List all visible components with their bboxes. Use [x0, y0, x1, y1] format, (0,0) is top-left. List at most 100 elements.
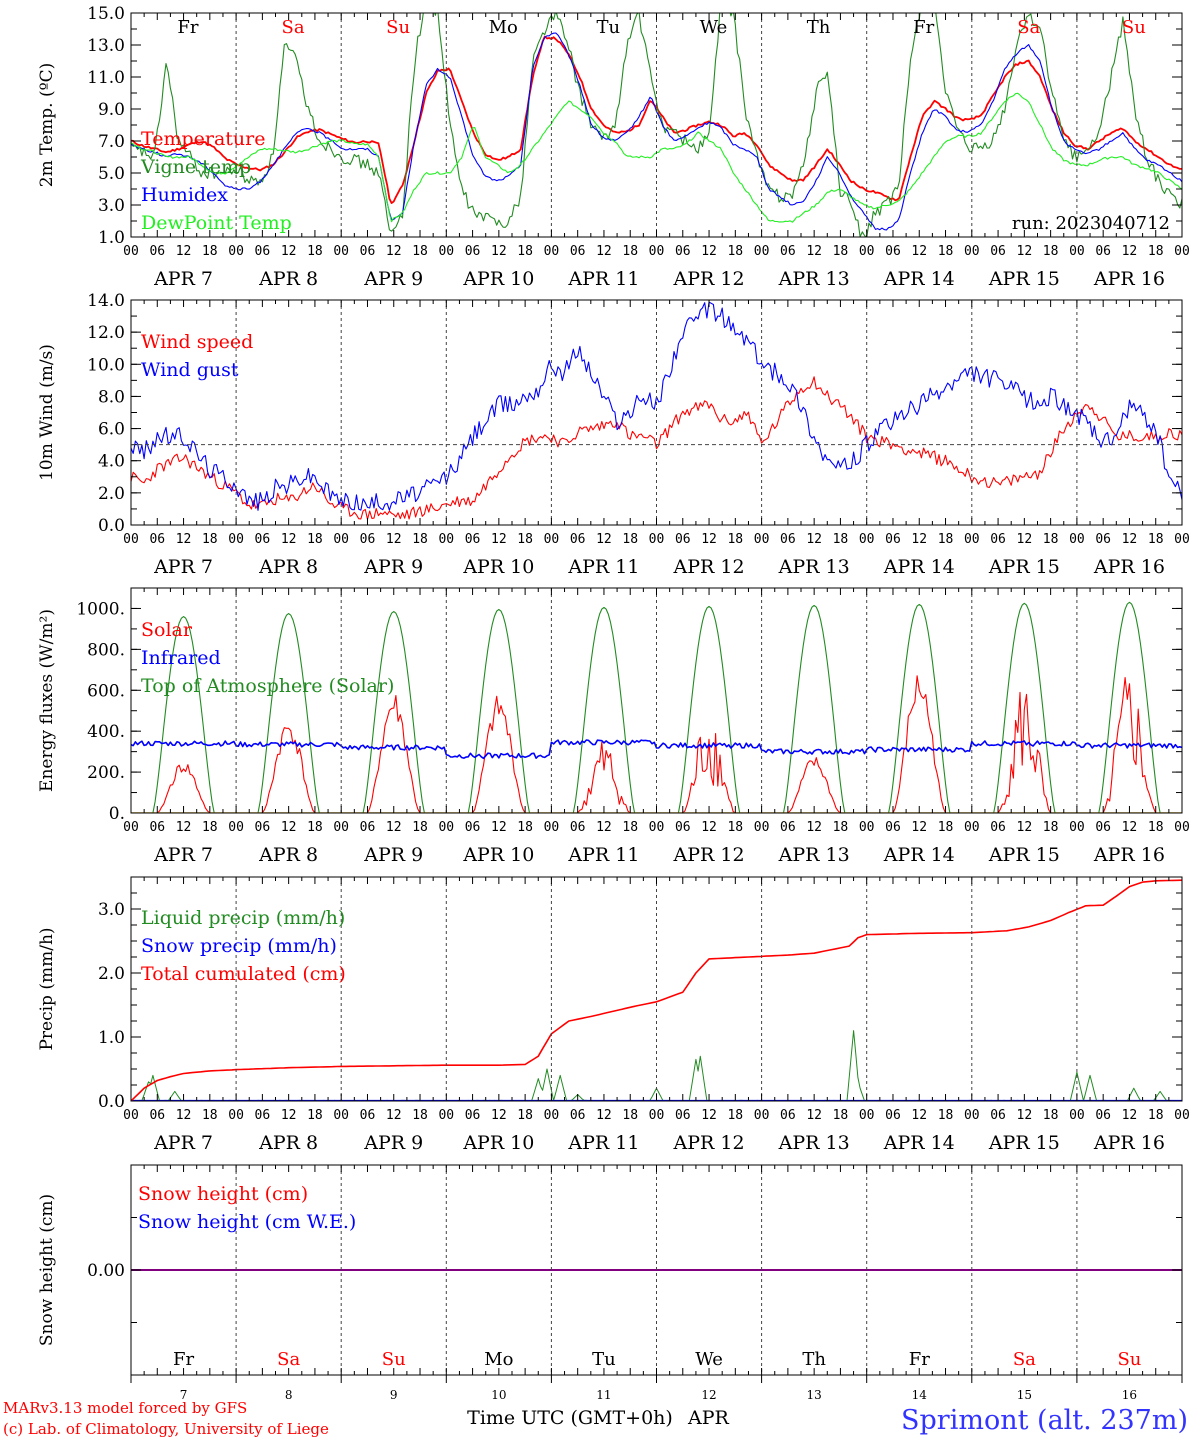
x-hour-label: 00	[1069, 532, 1085, 547]
x-hour-label: 18	[1148, 532, 1164, 547]
x-date-label: APR 16	[1093, 556, 1165, 578]
x-hour-label: 18	[517, 244, 533, 259]
x-hour-label: 06	[465, 1108, 481, 1123]
x-hour-label: 00	[123, 820, 139, 835]
x-date-label: APR 9	[363, 556, 423, 578]
day-of-week-label: Su	[1122, 17, 1146, 38]
x-hour-label: 00	[1069, 1108, 1085, 1123]
x-hour-label: 18	[833, 1108, 849, 1123]
x-date-label: APR 8	[258, 556, 318, 578]
x-hour-label: 06	[465, 244, 481, 259]
x-hour-label: 12	[806, 1108, 822, 1123]
x-hour-label: 18	[412, 1108, 428, 1123]
y-tick-label: 1000.	[76, 599, 125, 619]
x-hour-label: 12	[491, 532, 507, 547]
x-hour-label: 12	[176, 244, 192, 259]
day-of-week-label: Sa	[1013, 1349, 1036, 1370]
day-of-week-label: Mo	[484, 1349, 513, 1370]
x-hour-label: 12	[1122, 820, 1138, 835]
x-hour-label: 00	[754, 1108, 770, 1123]
x-date-label: APR 11	[567, 1132, 639, 1154]
x-date-label: APR 16	[1093, 268, 1165, 290]
x-hour-label: 18	[412, 532, 428, 547]
y-tick-label: 9.0	[98, 100, 125, 120]
x-hour-label: 12	[596, 1108, 612, 1123]
x-hour-label: 18	[1043, 1108, 1059, 1123]
run-label: run: 2023040712	[1012, 213, 1170, 234]
x-hour-label: 18	[1043, 820, 1059, 835]
y-tick-label: 13.0	[87, 36, 125, 56]
day-of-week-label: Fr	[913, 17, 934, 38]
x-hour-label: 12	[911, 244, 927, 259]
panel-energy: 0. 200. 400. 600. 800. 1000. Energy fluxes (W/…	[37, 587, 1190, 866]
x-hour-label: 18	[202, 244, 218, 259]
x-hour-label: 12	[176, 820, 192, 835]
y-tick-label: 5.0	[98, 164, 125, 184]
x-hour-label: 12	[701, 1108, 717, 1123]
x-hour-label: 18	[622, 820, 638, 835]
panels: 1.0 3.0 5.0 7.0 9.0 11.0 13.0 15.0 2m Temp. (ºC)…	[37, 4, 1190, 1402]
x-hour-label: 18	[938, 532, 954, 547]
y-tick-label: 200.	[87, 763, 125, 783]
x-hour-label: 18	[622, 1108, 638, 1123]
x-day-number: 9	[390, 1388, 398, 1402]
day-of-week-label: Tu	[592, 1349, 616, 1370]
x-hour-label: 06	[990, 1108, 1006, 1123]
legend-entry: Total cumulated (cm)	[141, 963, 346, 985]
x-hour-label: 00	[228, 532, 244, 547]
x-hour-label: 18	[833, 244, 849, 259]
x-hour-label: 18	[517, 1108, 533, 1123]
x-hour-label: 12	[701, 532, 717, 547]
x-date-label: APR 15	[988, 556, 1060, 578]
legend-entry: Liquid precip (mm/h)	[141, 907, 345, 929]
x-day-number: 7	[180, 1388, 188, 1402]
x-hour-label: 18	[938, 244, 954, 259]
panel-precip: 0.0 1.0 2.0 3.0 Precip (mm/h) 00 06 12 18 APR 7 00…	[37, 876, 1190, 1154]
x-hour-label: 12	[596, 532, 612, 547]
x-hour-label: 18	[727, 1108, 743, 1123]
day-of-week-label: Th	[807, 17, 831, 38]
x-hour-label: 18	[1148, 244, 1164, 259]
x-hour-label: 06	[465, 532, 481, 547]
x-hour-label: 18	[833, 532, 849, 547]
day-of-week-label: Su	[1117, 1349, 1141, 1370]
y-tick-label: 0.0	[98, 1092, 125, 1112]
x-hour-label: 00	[333, 1108, 349, 1123]
x-hour-label: 12	[281, 244, 297, 259]
x-hour-label: 06	[780, 820, 796, 835]
x-hour-label: 06	[780, 244, 796, 259]
x-hour-label: 12	[1017, 820, 1033, 835]
series-red-line	[131, 35, 1182, 205]
y-tick-label: 15.0	[87, 4, 125, 24]
x-hour-label: 18	[202, 820, 218, 835]
x-day-number: 15	[1017, 1388, 1032, 1402]
x-date-label: APR 7	[153, 844, 213, 866]
x-hour-label: 12	[386, 1108, 402, 1123]
legend-entry: Vigne temp	[140, 156, 251, 178]
x-date-label: APR 13	[778, 1132, 850, 1154]
x-hour-label: 06	[360, 532, 376, 547]
x-date-label: APR 14	[883, 844, 955, 866]
x-day-number: 8	[285, 1388, 293, 1402]
station-label: Sprimont (alt. 237m)	[901, 1405, 1188, 1436]
y-axis-label: 2m Temp. (ºC)	[37, 63, 57, 188]
x-hour-label: 12	[911, 820, 927, 835]
x-hour-label: 00	[333, 820, 349, 835]
x-day-number: 16	[1122, 1388, 1137, 1402]
x-hour-label: 18	[833, 820, 849, 835]
x-hour-label: 12	[806, 820, 822, 835]
x-hour-label: 00	[228, 1108, 244, 1123]
legend-entry: Solar	[141, 619, 193, 641]
y-tick-label: 1.0	[98, 1028, 125, 1048]
x-date-label: APR 15	[988, 844, 1060, 866]
y-axis-label: Precip (mm/h)	[37, 927, 57, 1050]
x-hour-label: 12	[281, 1108, 297, 1123]
x-hour-label: 00	[964, 820, 980, 835]
y-tick-label: 4.0	[98, 452, 125, 472]
x-hour-label: 12	[596, 244, 612, 259]
x-hour-label: 00	[649, 820, 665, 835]
day-of-week-label: Fr	[173, 1349, 194, 1370]
x-date-label: APR 9	[363, 268, 423, 290]
y-tick-label: 2.0	[98, 484, 125, 504]
x-hour-label: 18	[622, 532, 638, 547]
